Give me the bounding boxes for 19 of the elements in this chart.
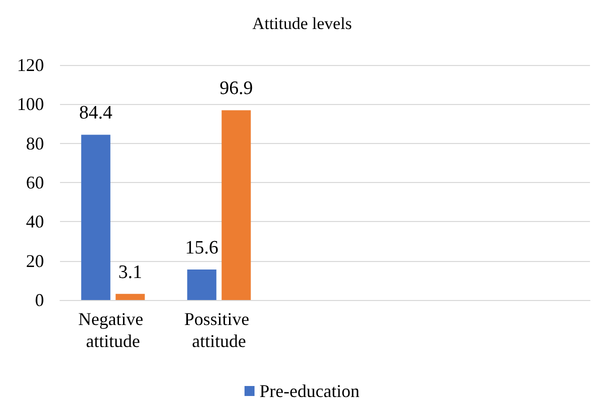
y-tick-label: 60 (26, 172, 44, 192)
chart-title: Attitude levels (252, 14, 352, 33)
x-tick-label: Possitive attitude (184, 309, 254, 351)
data-label: 96.9 (220, 78, 253, 100)
data-label: 3.1 (118, 262, 142, 283)
y-tick-label: 80 (26, 133, 44, 154)
bar (187, 269, 216, 300)
y-tick-label: 20 (26, 250, 44, 271)
bar (222, 110, 251, 300)
y-tick-label: 40 (26, 212, 44, 232)
bar (81, 134, 110, 300)
data-label: 84.4 (79, 102, 113, 124)
y-tick-label: 0 (35, 290, 44, 310)
bar (116, 294, 145, 300)
y-tick-label: 120 (17, 55, 44, 75)
legend-label: Pre-education (260, 381, 360, 401)
y-tick-label: 100 (17, 94, 44, 114)
data-label: 15.6 (185, 237, 218, 258)
x-tick-label: Negative attitude (78, 309, 148, 351)
